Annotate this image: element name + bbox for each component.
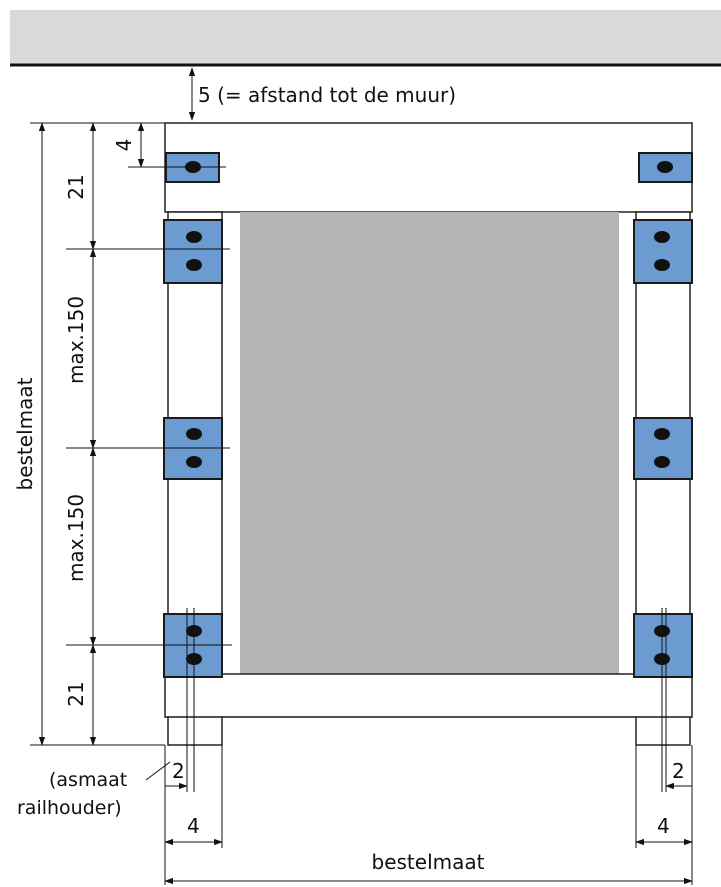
right-bracket-1-icon	[633, 219, 693, 284]
wall-distance-label: 5 (= afstand tot de muur)	[198, 83, 456, 107]
upper-spacing-label: max.150	[64, 296, 88, 384]
axis-left-label: 2	[172, 759, 185, 783]
width-right-label: 4	[657, 814, 670, 838]
bottom-rail	[164, 673, 693, 718]
total-width-label: bestelmaat	[372, 850, 485, 874]
top-right-bracket-icon	[638, 152, 693, 183]
top-offset-label: 4	[112, 139, 136, 152]
header-band	[10, 10, 721, 64]
top-section-label: 21	[64, 174, 88, 199]
right-bracket-2-icon	[633, 417, 693, 480]
top-rail	[164, 122, 693, 213]
axis-note-line1: (asmaat	[49, 769, 127, 791]
axis-right-label: 2	[672, 759, 685, 783]
right-bracket-3-icon	[633, 613, 693, 678]
axis-note-line2: railhouder)	[17, 797, 122, 819]
axis-note-leader	[145, 761, 171, 781]
panel-area	[240, 212, 619, 674]
total-height-label: bestelmaat	[13, 377, 37, 490]
left-bracket-1-icon	[163, 219, 223, 284]
bottom-section-label: 21	[64, 681, 88, 706]
lower-spacing-label: max.150	[64, 494, 88, 582]
width-left-label: 4	[187, 814, 200, 838]
